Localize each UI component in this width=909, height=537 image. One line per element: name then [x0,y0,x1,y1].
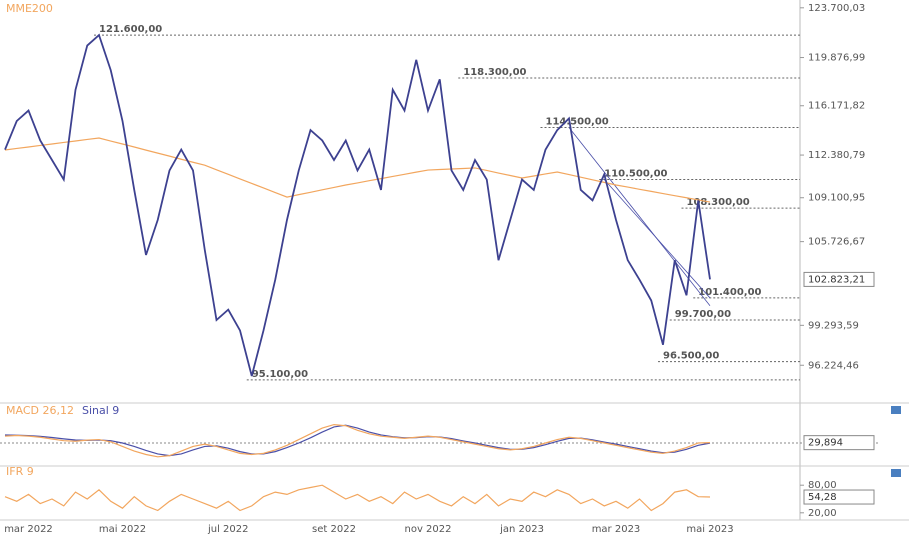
level-label: 95.100,00 [252,369,308,380]
legend-label: IFR 9 [6,465,34,478]
trendline [603,179,711,299]
series-line [4,137,711,203]
level-label: 101.400,00 [698,287,761,298]
last-value-box [803,435,875,451]
x-tick-label: mai 2022 [99,524,146,535]
x-tick-label: nov 2022 [404,524,451,535]
y-tick-label: 105.726,67 [808,237,865,248]
x-tick-label: set 2022 [312,524,356,535]
last-value-label: 29,894 [808,438,843,449]
y-tick-label: 96.224,46 [808,360,859,371]
series-line [4,424,711,457]
y-tick-label: 99.293,59 [808,320,859,331]
x-tick-label: jan 2023 [499,524,544,535]
series-line [4,423,711,458]
y-tick-label: 112.380,79 [808,150,865,161]
level-label: 99.700,00 [675,309,731,320]
y-tick-label: 109.100,95 [808,193,865,204]
y-tick-label: 116.171,82 [808,101,865,112]
level-label: 121.600,00 [99,24,162,35]
last-value-box [803,271,875,287]
x-tick-label: jul 2022 [207,524,249,535]
y-tick-label: 20,00 [808,508,837,519]
level-label: 110.500,00 [604,169,667,180]
panel-icon[interactable] [891,406,901,414]
x-tick-label: mar 2022 [4,524,53,535]
legend-label: MME200 [6,2,53,15]
last-value-label: 54,28 [808,492,837,503]
level-label: 114.500,00 [546,116,609,127]
level-label: 118.300,00 [463,67,526,78]
y-tick-label: 123.700,03 [808,3,865,14]
y-tick-label: 119.876,99 [808,53,865,64]
level-label: 108.300,00 [687,197,750,208]
y-tick-label: 80,00 [808,480,837,491]
panel-icon[interactable] [891,469,901,477]
series-line [4,33,711,377]
x-tick-label: mar 2023 [592,524,641,535]
level-label: 96.500,00 [663,351,719,362]
last-value-label: 102.823,21 [808,274,865,285]
legend-label: Sinal 9 [82,404,119,417]
series-line [4,484,711,512]
legend-label: MACD 26,12 [6,404,74,417]
x-tick-label: mai 2023 [686,524,733,535]
last-value-box [803,489,875,505]
trendline [568,127,711,306]
